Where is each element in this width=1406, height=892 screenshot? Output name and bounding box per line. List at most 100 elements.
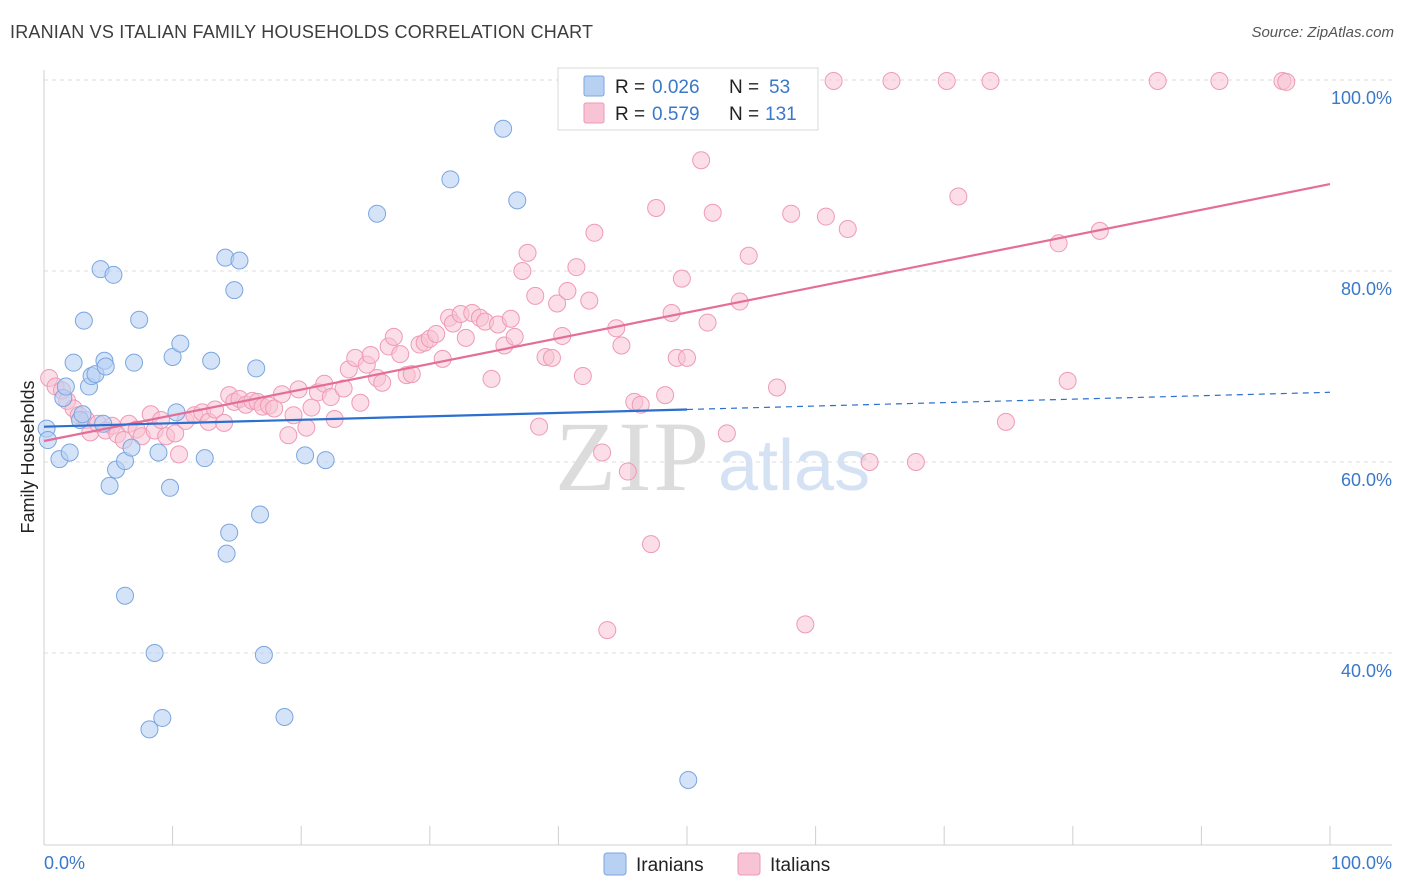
italians-points: [40, 71, 1296, 640]
italians-point: [824, 71, 843, 90]
italians-point: [456, 328, 475, 347]
italians-point: [321, 388, 340, 407]
grid: [44, 79, 1392, 654]
italians-point: [351, 393, 370, 412]
italians-point: [391, 345, 410, 364]
iranians-point: [254, 645, 273, 664]
italians-point: [152, 410, 171, 429]
chart-title: IRANIAN VS ITALIAN FAMILY HOUSEHOLDS COR…: [10, 22, 594, 42]
italians-point: [279, 426, 298, 445]
bottom-legend: Iranians Italians: [603, 852, 830, 876]
italians-point: [427, 325, 446, 344]
iranians-point: [149, 443, 168, 462]
italians-point: [505, 327, 524, 346]
source-label: Source: ZipAtlas.com: [1251, 24, 1394, 41]
italians-point: [949, 187, 968, 206]
y-tick-label: 40.0%: [1341, 661, 1392, 681]
italians-point: [717, 424, 736, 443]
italians-point: [768, 378, 787, 397]
italians-point: [678, 348, 696, 367]
iranians-point: [64, 353, 83, 372]
bottom-legend-iranians: Iranians: [636, 855, 704, 876]
italians-point: [641, 535, 660, 554]
italians-point: [518, 243, 537, 262]
italians-point: [567, 258, 586, 277]
italians-point: [265, 399, 284, 418]
x-ticks: [43, 826, 1331, 845]
italians-point: [593, 443, 612, 462]
iranians-point: [494, 119, 513, 138]
italians-point: [703, 203, 722, 222]
iranians-point: [195, 449, 214, 468]
legend-italians-n-value: 131: [765, 104, 797, 125]
italians-point: [882, 71, 901, 90]
iranians-point: [73, 405, 92, 424]
italians-point: [501, 309, 520, 328]
italians-point: [698, 313, 717, 332]
legend-italians-r-value: 0.579: [652, 104, 700, 125]
iranians-point: [145, 644, 164, 662]
italians-point: [692, 151, 711, 170]
bottom-legend-swatch-italians: [737, 852, 761, 876]
iranians-point: [140, 720, 159, 739]
italians-point: [1210, 71, 1229, 90]
legend-iranians-r-value: 0.026: [652, 77, 700, 98]
iranians-point: [161, 478, 180, 497]
iranians-point: [125, 353, 144, 372]
italians-point: [334, 379, 353, 398]
iranians-point: [96, 357, 115, 376]
italians-point: [433, 349, 452, 368]
iranians-points: [37, 119, 698, 790]
italians-point: [996, 412, 1015, 431]
legend-iranians-n-label: N =: [729, 77, 759, 98]
iranians-point: [220, 523, 239, 542]
italians-point: [302, 398, 321, 417]
iranians-point: [296, 446, 315, 465]
italians-point: [739, 246, 758, 265]
italians-point: [558, 282, 577, 301]
y-tick-label: 100.0%: [1331, 88, 1392, 108]
iranians-point: [171, 334, 190, 353]
italians-point: [1058, 371, 1077, 390]
legend-italians-n-label: N =: [729, 104, 759, 125]
iranians-point: [508, 191, 527, 210]
italians-point: [782, 204, 801, 223]
trend-lines: [43, 183, 1331, 443]
bottom-legend-italians: Italians: [770, 855, 830, 876]
italians-point: [838, 219, 857, 238]
axes: [43, 70, 1392, 846]
italians-point: [402, 365, 421, 384]
iranians-point: [441, 170, 460, 189]
italians-trend-line: [43, 183, 1331, 443]
italians-point: [585, 223, 604, 242]
iranians-point: [163, 347, 182, 366]
y-tick-label: 60.0%: [1341, 470, 1392, 490]
italians-point: [1277, 72, 1296, 91]
iranians-point: [275, 707, 294, 726]
italians-point: [656, 386, 675, 405]
x-tick-label-min: 0.0%: [44, 853, 85, 873]
italians-point: [796, 615, 815, 634]
italians-point: [548, 294, 567, 313]
iranians-point: [230, 251, 249, 270]
iranians-point: [60, 443, 79, 462]
iranians-point: [100, 476, 119, 495]
watermark-atlas: atlas: [718, 426, 870, 506]
iranians-point: [104, 265, 123, 284]
legend-swatch-italians: [583, 102, 605, 124]
italians-point: [166, 424, 185, 443]
legend-iranians-n-value: 53: [769, 77, 790, 98]
iranians-trend-extension: [686, 391, 1331, 411]
legend-iranians-r-label: R =: [615, 77, 645, 98]
italians-point: [384, 327, 403, 346]
iranians-point: [202, 351, 221, 370]
italians-point: [662, 304, 681, 323]
iranians-point: [679, 771, 698, 790]
italians-point: [906, 453, 925, 471]
y-axis-title: Family Households: [18, 380, 38, 533]
italians-point: [937, 71, 956, 90]
italians-point: [513, 262, 532, 280]
italians-point: [482, 369, 501, 388]
iranians-point: [130, 310, 149, 329]
italians-point: [542, 348, 561, 367]
